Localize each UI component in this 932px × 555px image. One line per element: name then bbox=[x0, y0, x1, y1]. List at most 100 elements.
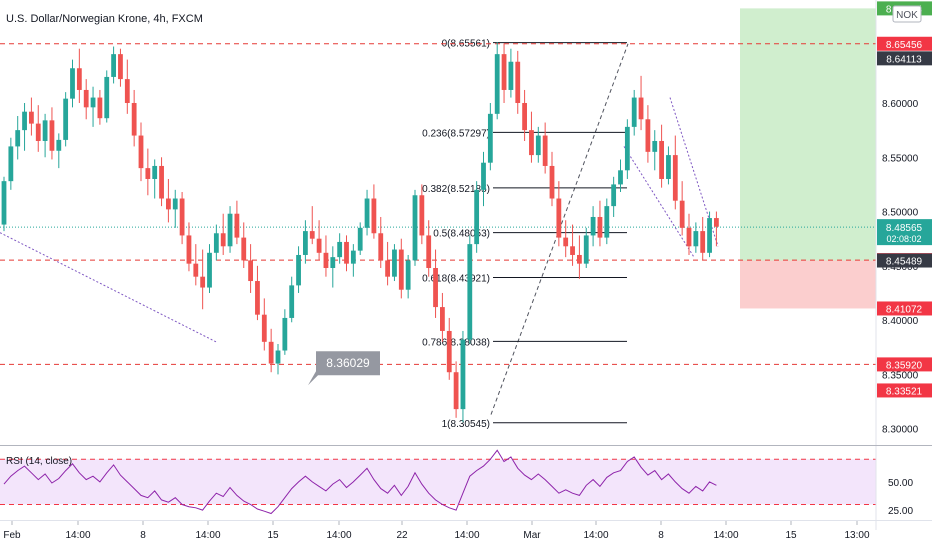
candle-body bbox=[8, 146, 14, 182]
candle-body bbox=[275, 350, 281, 364]
candle-body bbox=[111, 54, 116, 77]
candle-body bbox=[638, 97, 644, 120]
candle-body bbox=[419, 195, 425, 236]
candle-body bbox=[645, 119, 651, 152]
candle-body bbox=[207, 252, 212, 288]
candle-body bbox=[604, 206, 610, 238]
candle-body bbox=[618, 170, 623, 185]
chart-header: U.S. Dollar/Norwegian Krone, 4h, FXCM bbox=[6, 13, 203, 25]
y-tick-label: 8.30000 bbox=[882, 425, 919, 436]
price-badge bbox=[877, 357, 932, 372]
price-badge bbox=[877, 301, 932, 316]
candle-body bbox=[323, 252, 329, 269]
price-badge bbox=[877, 51, 932, 66]
trend-line-left bbox=[0, 232, 217, 343]
price-axis[interactable]: 8.300008.350008.400008.450008.500008.550… bbox=[0, 0, 932, 530]
price-badge-label: 8.64113 bbox=[886, 54, 922, 65]
candle-body bbox=[227, 213, 233, 247]
countdown-label: 02:08:02 bbox=[886, 234, 921, 244]
candle-body bbox=[494, 54, 500, 114]
currency-badge-box bbox=[892, 5, 922, 23]
candle-body bbox=[487, 113, 493, 163]
candle-body bbox=[83, 89, 89, 108]
candle-body bbox=[659, 140, 664, 179]
x-tick-label: 22 bbox=[396, 530, 408, 541]
candle-body bbox=[131, 102, 137, 136]
horizontal-levels[interactable] bbox=[0, 43, 876, 365]
price-badge bbox=[877, 36, 932, 51]
candle-body bbox=[234, 213, 240, 238]
candle-body bbox=[337, 241, 343, 258]
candle-body bbox=[35, 123, 41, 141]
candle-body bbox=[357, 227, 363, 251]
x-tick-label: Mar bbox=[523, 530, 541, 541]
position-tool[interactable] bbox=[740, 8, 876, 309]
candle-body bbox=[549, 165, 555, 199]
candle-body bbox=[693, 231, 699, 247]
candle-body bbox=[76, 68, 82, 90]
candle-body bbox=[255, 281, 260, 315]
candle-body bbox=[481, 162, 486, 190]
candle-body bbox=[474, 189, 480, 245]
candle-body bbox=[714, 218, 719, 227]
candle-body bbox=[577, 254, 582, 264]
fib-level-label: 0(8.65561) bbox=[442, 39, 490, 50]
currency-badge[interactable]: NOK bbox=[892, 5, 922, 23]
fib-level-label: 1(8.30545) bbox=[442, 419, 490, 430]
price-badge-label: 8.33521 bbox=[886, 386, 923, 397]
candle-body bbox=[412, 195, 418, 261]
fibonacci-retracement[interactable]: 0(8.65561) 0.236(8.57297) 0.382(8.52185) 0.… bbox=[422, 39, 627, 430]
candle-body bbox=[42, 120, 48, 141]
candle-body bbox=[193, 263, 199, 277]
fib-level-label: 0.618(8.43921) bbox=[422, 274, 490, 285]
x-tick-label: 8 bbox=[140, 530, 146, 541]
x-tick-label: 14:00 bbox=[326, 530, 351, 541]
y-tick-label: 8.50000 bbox=[882, 208, 919, 219]
x-tick-label: 15 bbox=[785, 530, 797, 541]
candle-body bbox=[460, 339, 466, 410]
candle-body bbox=[392, 249, 397, 277]
price-callout-box bbox=[308, 351, 380, 386]
candle-body bbox=[405, 260, 411, 290]
time-axis[interactable]: Feb 14:00 8 14:00 15 14:00 22 14:00 Mar 14:00 8 14:… bbox=[3, 521, 870, 541]
candle-body bbox=[29, 111, 34, 124]
candle-body bbox=[186, 235, 192, 264]
candle-body bbox=[56, 139, 62, 151]
candle-body bbox=[371, 198, 377, 234]
candle-body bbox=[303, 231, 308, 255]
price-badge bbox=[877, 383, 932, 398]
candle-body bbox=[624, 126, 630, 171]
x-tick-label: 14:00 bbox=[195, 530, 220, 541]
candle-body bbox=[508, 61, 514, 90]
loss-zone bbox=[740, 260, 876, 309]
candle-body bbox=[70, 68, 75, 99]
rsi-pane[interactable]: RSI (14, close) 50.00 25.00 bbox=[0, 449, 913, 517]
x-tick-label: 15 bbox=[267, 530, 279, 541]
candle-body bbox=[590, 216, 596, 236]
y-tick-label: 8.40000 bbox=[882, 316, 919, 327]
price-callout[interactable]: 8.36029 bbox=[308, 351, 380, 386]
candle-body bbox=[501, 54, 507, 90]
y-tick-label: 8.55000 bbox=[882, 153, 919, 164]
candle-body bbox=[385, 260, 390, 277]
candle-body bbox=[467, 244, 473, 340]
currency-badge-label: NOK bbox=[896, 10, 918, 21]
candlestick-series bbox=[1, 42, 719, 423]
x-tick-label: 8 bbox=[658, 530, 664, 541]
price-badge-label: 8.45489 bbox=[886, 257, 923, 268]
candle-body bbox=[364, 198, 370, 228]
price-badge-label: 8.35920 bbox=[886, 360, 923, 371]
candle-body bbox=[172, 198, 178, 210]
candle-body bbox=[652, 140, 658, 152]
price-callout-label: 8.36029 bbox=[326, 356, 370, 370]
price-badge bbox=[877, 219, 932, 246]
fib-level-label: 0.786(8.38038) bbox=[422, 337, 490, 348]
candle-body bbox=[159, 165, 164, 199]
candle-body bbox=[124, 79, 130, 103]
candle-body bbox=[15, 130, 21, 147]
candle-body bbox=[268, 341, 274, 364]
candle-body bbox=[213, 233, 219, 253]
candle-body bbox=[104, 76, 110, 119]
